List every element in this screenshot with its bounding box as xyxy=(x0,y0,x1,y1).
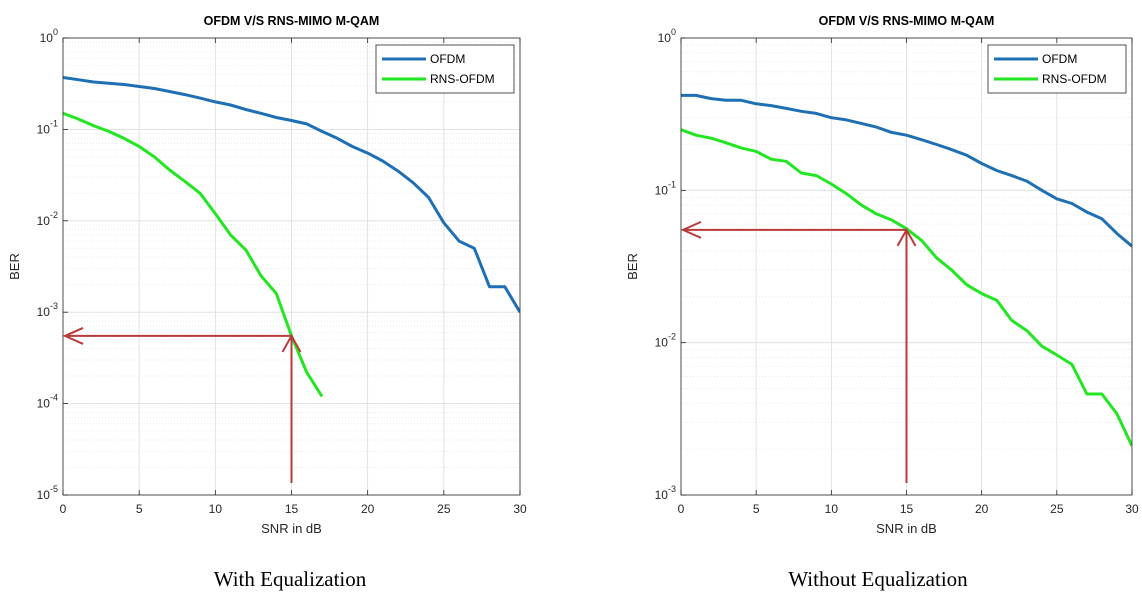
chart-title: OFDM V/S RNS-MIMO M-QAM xyxy=(819,14,995,28)
chart-panel-without-equalization: 0 5 10 15 20 25 30 100 10-1 10-2 10-3 OFDM V/S RNS-… xyxy=(571,0,1142,599)
y-axis-label: BER xyxy=(625,253,640,280)
legend-box xyxy=(987,44,1127,94)
ber-chart-with-equalization: 0 5 10 15 20 25 30 100 10-1 10-2 10-3 10-4 10-5 OFDM … xyxy=(7,14,527,536)
legend-label-rns-ofdm: RNS-OFDM xyxy=(1042,72,1107,86)
x-tick-label: 20 xyxy=(361,502,375,516)
x-tick-label: 0 xyxy=(678,502,685,516)
x-tick-label: 20 xyxy=(975,502,989,516)
x-axis-label: SNR in dB xyxy=(876,521,937,536)
x-tick-label: 30 xyxy=(513,502,527,516)
x-tick-label: 0 xyxy=(60,502,67,516)
horizontal-arrow-head xyxy=(680,220,702,239)
chart-title: OFDM V/S RNS-MIMO M-QAM xyxy=(204,14,380,28)
x-tick-label: 15 xyxy=(900,502,914,516)
legend-box xyxy=(375,44,515,94)
y-tick-label: 10-3 xyxy=(655,484,676,502)
horizontal-arrow-head xyxy=(62,327,84,345)
caption-without-equalization: Without Equalization xyxy=(788,567,968,591)
series-line-ofdm xyxy=(63,76,520,313)
y-tick-label: 100 xyxy=(40,27,58,45)
ber-chart-without-equalization: 0 5 10 15 20 25 30 100 10-1 10-2 10-3 OFDM V/S RNS-… xyxy=(625,14,1139,536)
y-tick-label: 10-4 xyxy=(37,393,58,411)
y-tick-label: 10-2 xyxy=(655,332,676,350)
series-line-rns-ofdm xyxy=(63,111,324,398)
y-tick-label: 10-3 xyxy=(37,301,58,319)
x-tick-label: 15 xyxy=(285,502,299,516)
legend: OFDM RNS-OFDM xyxy=(987,44,1127,94)
x-tick-label: 5 xyxy=(136,502,143,516)
x-axis-label: SNR in dB xyxy=(261,521,322,536)
x-tick-label: 25 xyxy=(437,502,451,516)
y-tick-label: 10-5 xyxy=(37,484,58,502)
y-tick-label: 10-2 xyxy=(37,210,58,228)
series-line-ofdm xyxy=(681,93,1132,248)
x-tick-label: 10 xyxy=(209,502,223,516)
legend-label-ofdm: OFDM xyxy=(430,52,465,66)
x-tick-label: 30 xyxy=(1125,502,1139,516)
chart-panel-with-equalization: 0 5 10 15 20 25 30 100 10-1 10-2 10-3 10-4 10-5 OFDM … xyxy=(0,0,571,599)
legend-label-ofdm: OFDM xyxy=(1042,52,1077,66)
y-tick-label: 10-1 xyxy=(655,179,676,197)
y-axis-label: BER xyxy=(7,253,22,280)
y-tick-label: 100 xyxy=(658,27,676,45)
caption-with-equalization: With Equalization xyxy=(213,567,367,591)
x-tick-label: 25 xyxy=(1050,502,1064,516)
legend-label-rns-ofdm: RNS-OFDM xyxy=(430,72,495,86)
x-tick-label: 5 xyxy=(753,502,760,516)
series-group xyxy=(63,76,520,398)
x-tick-label: 10 xyxy=(825,502,839,516)
annotation-arrows xyxy=(680,220,917,483)
y-tick-label: 10-1 xyxy=(37,118,58,136)
legend: OFDM RNS-OFDM xyxy=(375,44,515,94)
annotation-arrows xyxy=(62,327,302,483)
